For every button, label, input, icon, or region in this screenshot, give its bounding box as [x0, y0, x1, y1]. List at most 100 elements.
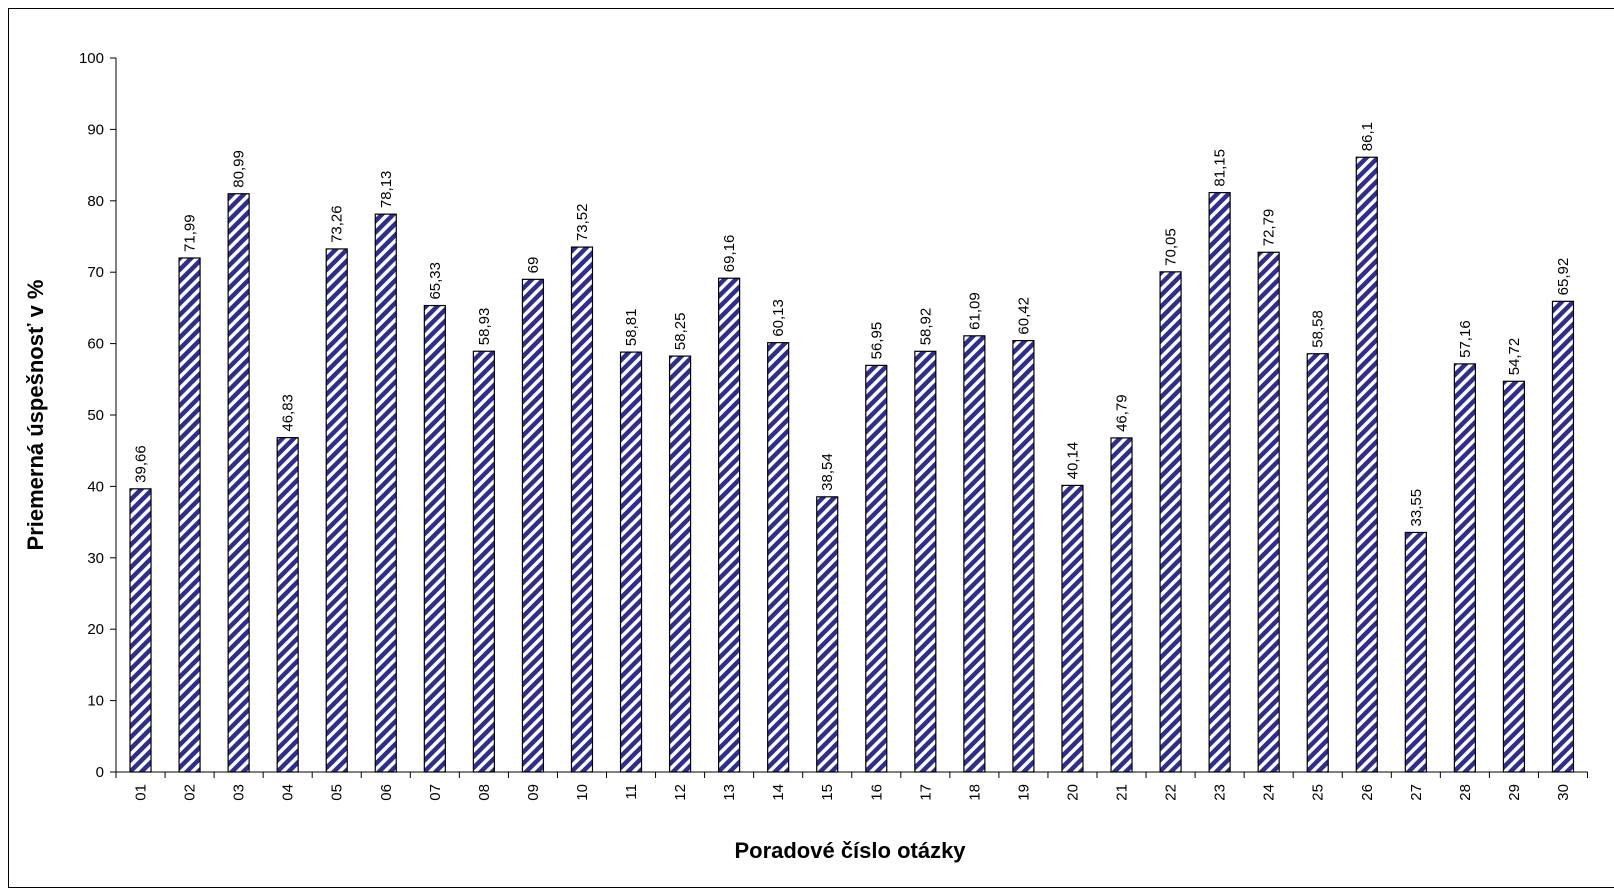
data-label: 58,92	[917, 308, 934, 346]
x-tick-label: 21	[1114, 784, 1131, 801]
bar	[1453, 363, 1476, 773]
bar	[178, 257, 201, 773]
y-tick-label: 40	[87, 478, 104, 495]
y-tick-label: 90	[87, 121, 104, 138]
x-tick-label: 26	[1359, 784, 1376, 801]
bar	[1061, 484, 1084, 773]
data-label: 70,05	[1163, 228, 1180, 266]
bar	[1502, 380, 1526, 773]
x-tick-label: 29	[1506, 784, 1523, 801]
x-tick-label: 05	[329, 784, 346, 801]
x-axis-title: Poradové číslo otázky	[734, 838, 966, 863]
bar	[619, 351, 643, 773]
x-tick-label: 25	[1310, 784, 1327, 801]
data-label: 61,09	[966, 292, 983, 330]
x-tick-label: 22	[1163, 784, 1180, 801]
x-tick-label: 07	[427, 784, 444, 801]
x-tick-label: 06	[378, 784, 395, 801]
x-tick-label: 28	[1457, 784, 1474, 801]
y-tick-label: 10	[87, 693, 104, 710]
chart-frame	[8, 8, 1614, 888]
x-tick-label: 27	[1408, 784, 1425, 801]
data-label: 46,83	[280, 394, 297, 432]
bar	[276, 437, 299, 773]
bar	[767, 342, 790, 773]
y-tick-label: 50	[87, 407, 104, 424]
data-label: 54,72	[1506, 338, 1523, 376]
data-label: 80,99	[231, 150, 248, 188]
x-tick-label: 13	[721, 784, 738, 801]
x-tick-label: 09	[525, 784, 542, 801]
x-tick-label: 14	[770, 784, 787, 801]
data-label: 78,13	[378, 171, 395, 209]
bar	[1306, 353, 1329, 773]
data-label: 57,16	[1457, 320, 1474, 358]
data-label: 58,93	[476, 308, 493, 346]
data-label: 56,95	[868, 322, 885, 360]
bar	[1355, 156, 1378, 773]
y-tick-label: 30	[87, 550, 104, 567]
data-label: 73,26	[329, 205, 346, 243]
bar	[1551, 300, 1575, 773]
bar	[816, 496, 839, 773]
data-label: 69	[525, 257, 542, 274]
bar	[1159, 271, 1182, 773]
bar	[914, 350, 937, 773]
data-label: 60,13	[770, 299, 787, 337]
x-tick-label: 04	[280, 784, 297, 801]
x-tick-label: 12	[672, 784, 689, 801]
data-label: 58,25	[672, 313, 689, 351]
data-label: 81,15	[1212, 149, 1229, 187]
bar	[374, 213, 397, 773]
y-axis-title: Priemerná úspešnosť v %	[23, 280, 48, 551]
x-tick-label: 18	[966, 784, 983, 801]
x-tick-label: 11	[623, 784, 640, 800]
x-tick-label: 02	[182, 784, 199, 801]
x-tick-label: 24	[1261, 784, 1278, 801]
x-tick-label: 20	[1064, 784, 1081, 801]
y-tick-label: 70	[87, 264, 104, 281]
bar	[472, 350, 495, 773]
x-tick-label: 23	[1212, 784, 1229, 801]
x-tick-label: 30	[1555, 784, 1572, 801]
data-label: 46,79	[1114, 394, 1131, 432]
data-label: 60,42	[1015, 297, 1032, 335]
bar	[865, 364, 888, 773]
bar	[521, 278, 545, 773]
bars	[129, 156, 1575, 773]
axes: 0 10 20 30 40 50 60 70 80 90 100 01 02 03 04 05 06 07 08 09…	[79, 50, 1588, 801]
bar	[1012, 340, 1035, 773]
y-tick-label: 0	[96, 764, 104, 781]
bar	[718, 277, 741, 773]
x-tick-label: 16	[868, 784, 885, 801]
bar	[227, 193, 250, 773]
x-tick-label: 10	[574, 784, 591, 801]
y-tick-label: 60	[87, 336, 104, 353]
data-label: 40,14	[1064, 442, 1081, 480]
y-tick-label: 100	[79, 50, 104, 67]
data-label: 86,1	[1359, 122, 1376, 151]
x-tick-label: 17	[917, 784, 934, 801]
data-label: 58,58	[1310, 310, 1327, 348]
data-label: 73,52	[574, 204, 591, 242]
data-label: 39,66	[133, 445, 150, 483]
bar	[1208, 191, 1231, 773]
y-tick-label: 80	[87, 193, 104, 210]
data-labels: 39,66 71,99 80,99 46,83 73,26 78,13 65,33 58,93…	[133, 122, 1572, 526]
x-tick-label: 08	[476, 784, 493, 801]
bar	[325, 248, 348, 773]
data-label: 65,33	[427, 262, 444, 300]
bar	[129, 488, 152, 773]
bar	[963, 335, 986, 773]
bar	[423, 304, 446, 773]
data-label: 65,92	[1555, 258, 1572, 296]
data-label: 33,55	[1408, 489, 1425, 527]
data-label: 38,54	[819, 453, 836, 491]
bar	[1257, 251, 1280, 773]
data-label: 72,79	[1261, 209, 1278, 247]
bar	[668, 355, 692, 773]
data-label: 58,81	[623, 309, 640, 347]
x-tick-label: 19	[1015, 784, 1032, 801]
x-tick-label: 15	[819, 784, 836, 801]
